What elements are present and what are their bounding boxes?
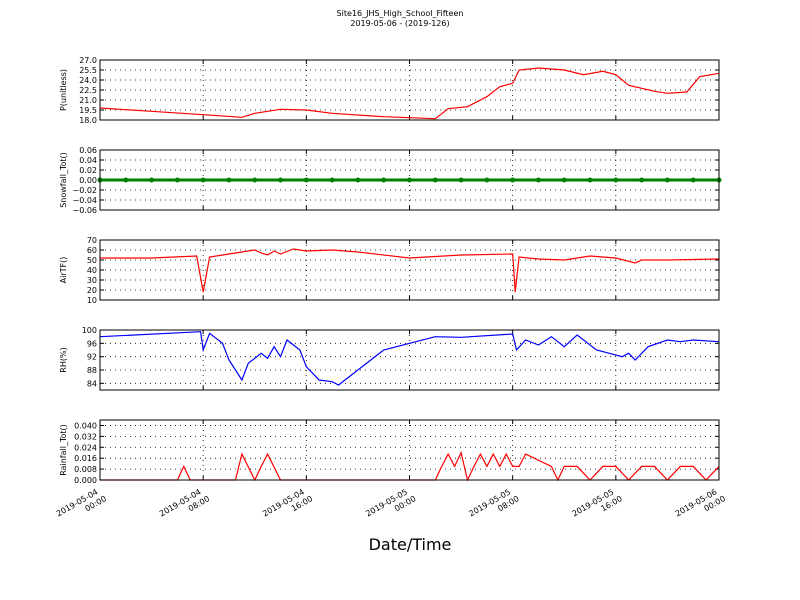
x-axis-label: Date/Time <box>369 535 452 554</box>
y-tick-label: 19.5 <box>79 106 97 115</box>
data-point <box>123 177 129 183</box>
y-tick-label: 50 <box>87 256 97 265</box>
y-tick-label: 24.0 <box>79 76 97 85</box>
y-tick-label: −0.02 <box>72 186 97 195</box>
data-point <box>561 177 567 183</box>
y-axis-label: RH(%) <box>59 347 68 372</box>
data-point <box>329 177 335 183</box>
y-tick-label: 18.0 <box>79 116 97 125</box>
data-point <box>458 177 464 183</box>
data-point <box>587 177 593 183</box>
data-point <box>432 177 438 183</box>
y-tick-label: −0.04 <box>72 196 97 205</box>
y-tick-label: 0.06 <box>79 146 97 155</box>
y-tick-label: 0.024 <box>74 443 97 452</box>
y-tick-label: 0.040 <box>74 421 97 430</box>
data-point <box>226 177 232 183</box>
y-tick-label: 22.5 <box>79 86 97 95</box>
y-tick-label: 21.0 <box>79 96 97 105</box>
y-tick-label: 0.016 <box>74 454 97 463</box>
y-axis-label: Rainfall_Tot() <box>59 424 68 476</box>
data-line <box>99 331 720 386</box>
y-tick-label: 0.00 <box>79 176 97 185</box>
title: Site16_JHS_High_School_Fifteen <box>337 9 464 18</box>
data-point <box>200 177 206 183</box>
y-tick-label: 40 <box>87 266 97 275</box>
data-point <box>174 177 180 183</box>
y-tick-label: 0.04 <box>79 156 97 165</box>
subtitle: 2019-05-06 - (2019-126) <box>350 19 449 28</box>
data-point <box>535 177 541 183</box>
data-line <box>100 248 720 293</box>
y-tick-label: 0.008 <box>74 465 97 474</box>
y-axis-label: AirTF() <box>59 257 68 284</box>
y-tick-label: 30 <box>87 276 97 285</box>
data-point <box>510 177 516 183</box>
y-tick-label: 70 <box>87 236 97 245</box>
plot-frame <box>99 419 720 481</box>
data-point <box>278 177 284 183</box>
data-point <box>613 177 619 183</box>
data-point <box>252 177 258 183</box>
y-tick-label: 88 <box>87 366 97 375</box>
y-tick-label: 0.032 <box>74 432 97 441</box>
y-tick-label: 92 <box>87 353 97 362</box>
data-point <box>639 177 645 183</box>
y-tick-label: 27.0 <box>79 56 97 65</box>
y-tick-label: 84 <box>87 379 97 388</box>
y-tick-label: −0.06 <box>72 206 97 215</box>
data-point <box>407 177 412 183</box>
plot-frame <box>99 59 720 121</box>
plot-frame <box>99 149 720 211</box>
y-tick-label: 20 <box>87 286 97 295</box>
y-tick-label: 0.000 <box>74 476 97 485</box>
data-point <box>149 177 155 183</box>
y-tick-label: 0.02 <box>79 166 97 175</box>
y-axis-label: P(unitless) <box>59 69 68 111</box>
y-tick-label: 25.5 <box>79 66 97 75</box>
y-tick-label: 10 <box>87 296 97 305</box>
y-tick-label: 100 <box>82 326 97 335</box>
y-tick-label: 60 <box>87 246 97 255</box>
data-point <box>355 177 361 183</box>
y-axis-label: Snowfall_Tot() <box>59 152 68 208</box>
data-point <box>484 177 490 183</box>
data-line <box>100 450 720 482</box>
y-tick-label: 96 <box>87 339 97 348</box>
data-point <box>664 177 670 183</box>
plot-frame <box>99 329 720 391</box>
data-point <box>381 177 387 183</box>
data-line <box>99 67 720 120</box>
data-point <box>690 177 696 183</box>
data-point <box>303 177 309 183</box>
plot-frame <box>99 239 720 301</box>
